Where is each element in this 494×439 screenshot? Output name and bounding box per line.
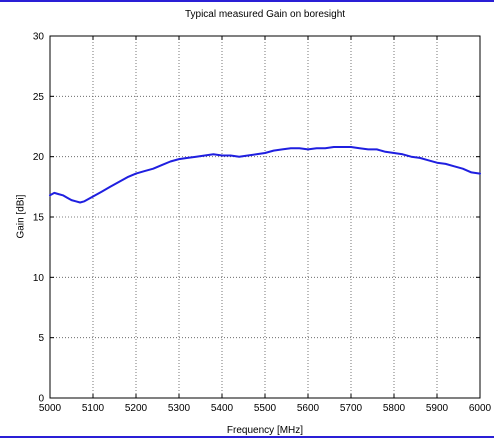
y-tick-label: 5 (38, 333, 44, 344)
x-axis-label: Frequency [MHz] (226, 425, 304, 436)
x-tick-label: 5300 (168, 403, 191, 414)
x-tick-label: 5200 (125, 403, 148, 414)
series-layer (49, 146, 481, 204)
x-tick-label: 5100 (82, 403, 105, 414)
x-tick-label: 5400 (211, 403, 234, 414)
ticks-layer: 5000 5100 5200 5300 5400 5500 5600 5700 5800 5900… (33, 32, 492, 415)
y-tick-label: 15 (33, 213, 45, 224)
x-tick-label: 5000 (39, 403, 62, 414)
x-tick-label: 5600 (297, 403, 320, 414)
x-tick-label: 5500 (254, 403, 277, 414)
gain-series-line (49, 146, 481, 204)
bottom-rule (0, 436, 494, 438)
x-tick-label: 5700 (340, 403, 363, 414)
y-tick-label: 20 (33, 152, 45, 163)
chart-title: Typical measured Gain on boresight (184, 9, 346, 20)
x-tick-label: 5900 (426, 403, 449, 414)
y-tick-label: 25 (33, 92, 45, 103)
y-tick-label: 0 (38, 394, 44, 405)
x-tick-label: 5800 (383, 403, 406, 414)
y-tick-label: 10 (33, 273, 45, 284)
top-rule (0, 0, 494, 2)
grid-layer (50, 36, 480, 398)
y-tick-label: 30 (33, 32, 45, 43)
y-axis-label: Gain [dBi] (15, 194, 27, 239)
x-tick-label: 6000 (469, 403, 492, 414)
